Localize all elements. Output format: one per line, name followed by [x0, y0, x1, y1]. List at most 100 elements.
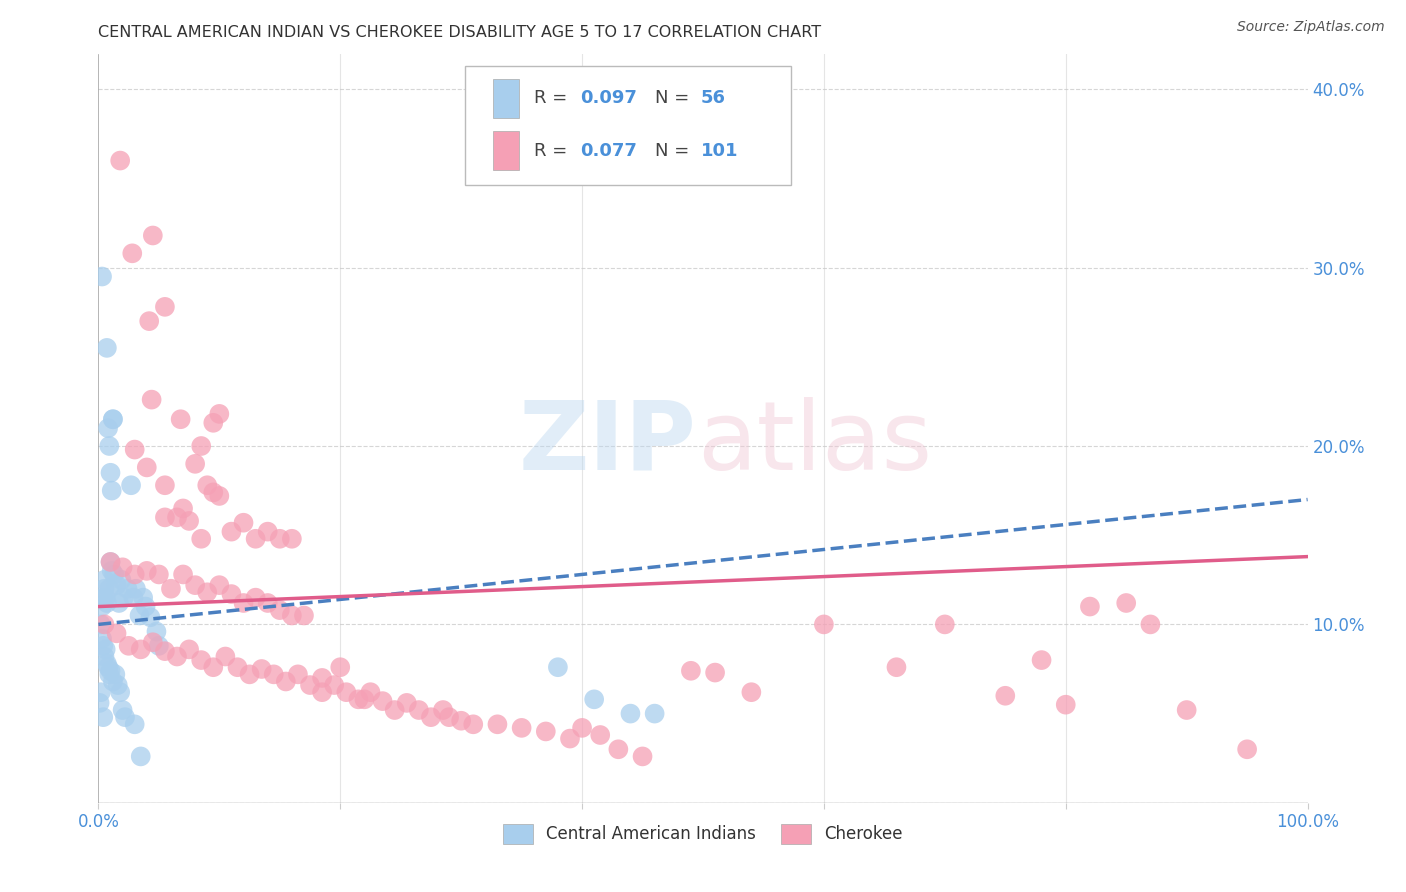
Point [111, 560, 134, 574]
Point [287, 667, 309, 681]
Point [292, 608, 315, 623]
Point [142, 635, 165, 649]
Point [96, 596, 118, 610]
Point [813, 617, 835, 632]
Point [124, 442, 146, 457]
Point [571, 721, 593, 735]
Point [96, 341, 118, 355]
Point [450, 714, 472, 728]
Point [94, 591, 117, 605]
Point [91, 632, 114, 646]
Point [1175, 703, 1198, 717]
Point [93, 649, 115, 664]
Point [91, 269, 114, 284]
Point [269, 532, 291, 546]
Point [135, 564, 157, 578]
Text: R =: R = [534, 142, 572, 160]
Point [129, 749, 152, 764]
Point [432, 703, 454, 717]
Point [118, 639, 141, 653]
Point [97, 660, 120, 674]
Point [323, 678, 346, 692]
Point [101, 674, 124, 689]
Point [202, 416, 225, 430]
Point [934, 617, 956, 632]
Point [153, 510, 176, 524]
Point [91, 599, 114, 614]
Point [124, 567, 146, 582]
Point [122, 591, 145, 605]
Point [437, 710, 460, 724]
Point [299, 678, 322, 692]
Point [103, 567, 125, 582]
Point [110, 573, 132, 587]
Point [89, 696, 111, 710]
Point [139, 610, 162, 624]
Point [153, 644, 176, 658]
Point [583, 692, 606, 706]
Point [226, 660, 249, 674]
Text: N =: N = [655, 89, 695, 107]
Point [245, 532, 267, 546]
Point [347, 692, 370, 706]
Point [1115, 596, 1137, 610]
Point [371, 694, 394, 708]
Point [117, 582, 139, 596]
Point [195, 585, 218, 599]
Point [239, 667, 262, 681]
Point [91, 639, 114, 653]
Point [644, 706, 666, 721]
Point [589, 728, 612, 742]
Point [100, 483, 122, 498]
Text: 0.097: 0.097 [579, 89, 637, 107]
Point [184, 457, 207, 471]
Point [486, 717, 509, 731]
Point [166, 510, 188, 524]
Point [114, 710, 136, 724]
Point [360, 685, 382, 699]
Point [98, 439, 121, 453]
Point [179, 514, 201, 528]
Point [1054, 698, 1077, 712]
Point [408, 703, 430, 717]
Point [1236, 742, 1258, 756]
Point [108, 153, 131, 168]
Point [221, 587, 243, 601]
Point [100, 466, 122, 480]
Point [250, 662, 273, 676]
Point [129, 642, 152, 657]
Point [558, 731, 581, 746]
Point [202, 660, 225, 674]
Point [101, 412, 124, 426]
Point [105, 626, 128, 640]
Point [100, 664, 122, 678]
Text: R =: R = [534, 89, 572, 107]
Point [232, 596, 254, 610]
Point [93, 617, 115, 632]
Point [98, 667, 121, 681]
Bar [492, 131, 519, 170]
Point [105, 578, 128, 592]
Point [172, 567, 194, 582]
Legend: Central American Indians, Cherokee: Central American Indians, Cherokee [496, 817, 910, 851]
Point [190, 532, 212, 546]
Point [195, 478, 218, 492]
Point [704, 665, 727, 680]
Point [148, 639, 170, 653]
Point [91, 591, 114, 605]
Point [463, 717, 485, 731]
Point [281, 608, 304, 623]
Point [98, 582, 121, 596]
Point [221, 524, 243, 539]
Point [208, 407, 231, 421]
Point [153, 300, 176, 314]
Point [994, 689, 1017, 703]
Point [91, 710, 114, 724]
Point [311, 685, 333, 699]
Point [125, 582, 148, 596]
Point [135, 460, 157, 475]
Point [256, 524, 278, 539]
Point [1078, 599, 1101, 614]
Point [120, 478, 142, 492]
Point [395, 696, 418, 710]
